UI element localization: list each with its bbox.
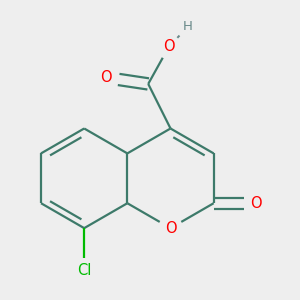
Text: O: O [163, 39, 175, 54]
Text: O: O [250, 196, 262, 211]
Text: O: O [100, 70, 112, 85]
Text: H: H [183, 20, 193, 33]
Text: O: O [165, 220, 176, 236]
Text: Cl: Cl [77, 263, 92, 278]
